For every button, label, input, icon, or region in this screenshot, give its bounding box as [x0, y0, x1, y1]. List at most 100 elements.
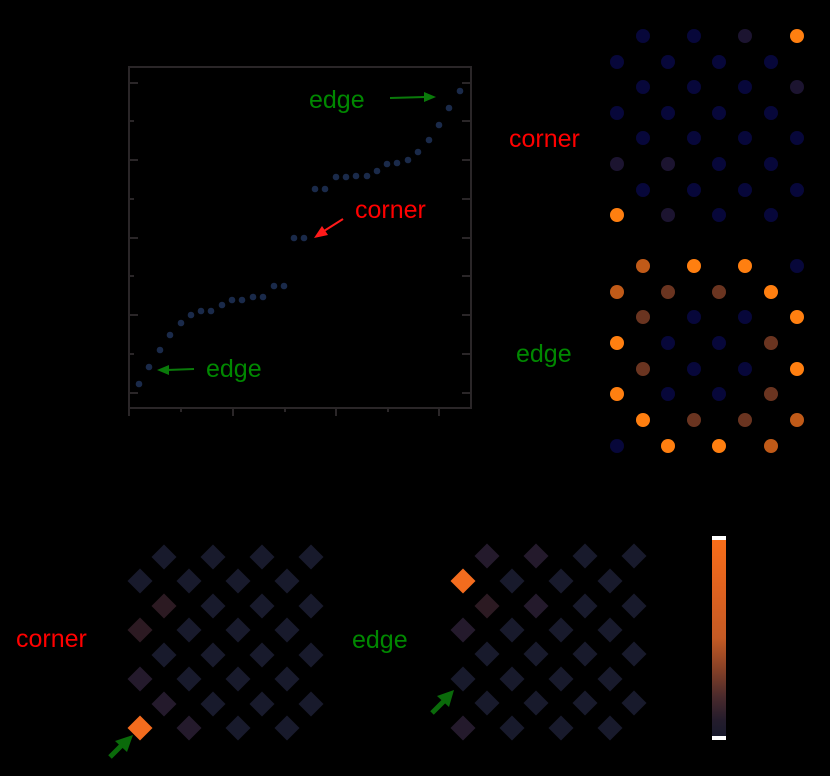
lattice-site	[225, 715, 251, 741]
data-point	[300, 234, 308, 242]
lattice-site	[572, 593, 598, 619]
data-point	[404, 156, 412, 164]
lattice-site	[636, 29, 650, 43]
lattice-site	[764, 106, 778, 120]
lattice-site	[597, 715, 623, 741]
data-point	[218, 301, 226, 309]
lattice-site	[450, 666, 476, 692]
lattice-site	[225, 617, 251, 643]
data-point	[435, 121, 443, 129]
lattice-site	[298, 691, 324, 717]
lattice-edge-label: edge	[516, 340, 572, 368]
lattice-site	[790, 362, 804, 376]
lattice-site	[764, 285, 778, 299]
lattice-site	[127, 715, 153, 741]
lattice-site	[127, 617, 153, 643]
lattice-site	[151, 691, 177, 717]
data-points	[135, 87, 464, 388]
data-point	[187, 311, 195, 319]
lattice-site	[636, 362, 650, 376]
lattice-site	[474, 543, 500, 569]
lattice-site	[764, 55, 778, 69]
lattice-site	[687, 80, 701, 94]
corner-site-arrow	[108, 735, 133, 759]
lattice-site	[610, 439, 624, 453]
lattice-site	[687, 259, 701, 273]
lattice-site	[474, 593, 500, 619]
lattice-site	[621, 593, 647, 619]
lattice-site	[661, 285, 675, 299]
lattice-site	[621, 690, 647, 716]
data-point	[197, 307, 205, 315]
lattice-site	[790, 131, 804, 145]
lattice-site	[523, 593, 549, 619]
lattice-site	[712, 285, 726, 299]
lattice-site	[712, 157, 726, 171]
edge-arrow-top	[389, 92, 436, 102]
lattice-site	[738, 259, 752, 273]
lattice-site	[200, 593, 226, 619]
lattice-site	[523, 543, 549, 569]
lattice-site	[621, 641, 647, 667]
lattice-site	[687, 183, 701, 197]
lattice-corner-label: corner	[509, 125, 580, 153]
lattice-site	[127, 568, 153, 594]
data-point	[311, 185, 319, 193]
data-point	[270, 282, 278, 290]
lattice-site	[661, 55, 675, 69]
lattice-site	[687, 29, 701, 43]
data-point	[207, 307, 215, 315]
data-point	[342, 173, 350, 181]
data-point	[166, 331, 174, 339]
lattice-site	[127, 666, 153, 692]
lattice-site	[151, 544, 177, 570]
lattice-site	[548, 617, 574, 643]
lattice-site	[499, 715, 525, 741]
lattice-site	[687, 362, 701, 376]
lattice-site	[499, 666, 525, 692]
lattice-site	[687, 131, 701, 145]
lattice-site	[548, 568, 574, 594]
lattice-site	[450, 568, 476, 594]
plot-axes	[128, 66, 472, 416]
lattice-site	[790, 259, 804, 273]
lattice-site	[249, 691, 275, 717]
lattice-site	[661, 157, 675, 171]
lattice-site	[738, 29, 752, 43]
lattice-site	[738, 413, 752, 427]
data-point	[156, 346, 164, 354]
lattice-site	[636, 310, 650, 324]
lattice-site	[621, 543, 647, 569]
plot-edge-label-bottom: edge	[206, 355, 262, 383]
lattice-site	[661, 439, 675, 453]
lattice-site	[636, 259, 650, 273]
lattice-site	[610, 208, 624, 222]
diamond-edge-label: edge	[352, 626, 408, 654]
diamond-lattice-corner	[127, 544, 324, 741]
lattice-site	[548, 715, 574, 741]
lattice-site	[572, 641, 598, 667]
lattice-site	[597, 666, 623, 692]
data-point	[238, 296, 246, 304]
lattice-site	[474, 641, 500, 667]
lattice-site	[298, 642, 324, 668]
lattice-site	[712, 387, 726, 401]
lattice-site	[738, 310, 752, 324]
lattice-site	[712, 336, 726, 350]
lattice-site	[474, 690, 500, 716]
lattice-site	[610, 387, 624, 401]
lattice-site	[450, 715, 476, 741]
lattice-site	[548, 666, 574, 692]
lattice-site	[738, 131, 752, 145]
data-point	[383, 160, 391, 168]
data-point	[445, 104, 453, 112]
lattice-site	[687, 310, 701, 324]
lattice-site	[636, 413, 650, 427]
data-point	[414, 148, 422, 156]
edge-site-arrow	[430, 690, 454, 715]
data-point	[177, 319, 185, 327]
data-point	[280, 282, 288, 290]
lattice-site	[298, 593, 324, 619]
lattice-site	[610, 55, 624, 69]
lattice-site	[200, 642, 226, 668]
